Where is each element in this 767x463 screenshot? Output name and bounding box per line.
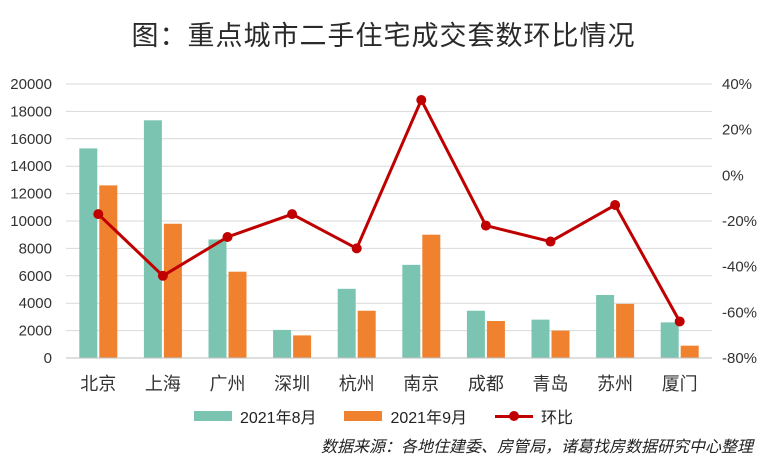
bars <box>79 120 699 359</box>
bar-aug <box>466 310 485 358</box>
left-tick-label: 14000 <box>10 158 52 175</box>
mom-point <box>287 209 298 220</box>
category-label: 成都 <box>468 374 504 395</box>
category-label: 青岛 <box>533 374 569 395</box>
bar-aug <box>531 319 550 358</box>
bar-sep <box>486 321 505 358</box>
category-label: 南京 <box>403 374 439 395</box>
category-label: 广州 <box>210 374 246 395</box>
bar-aug <box>79 148 98 358</box>
chart-title: 图：重点城市二手住宅成交套数环比情况 <box>131 21 636 52</box>
left-tick-label: 18000 <box>10 103 52 120</box>
mom-point <box>416 94 427 105</box>
mom-point <box>157 270 168 281</box>
category-label: 苏州 <box>597 374 633 395</box>
legend-label-mom: 环比 <box>540 410 573 427</box>
bar-sep <box>422 234 441 358</box>
bar-sep <box>293 335 312 358</box>
left-tick-label: 10000 <box>10 213 52 230</box>
bar-aug <box>273 329 292 358</box>
bar-sep <box>357 310 376 358</box>
mom-polyline <box>97 98 682 323</box>
category-label: 上海 <box>145 374 181 395</box>
right-tick-label: -20% <box>722 213 757 230</box>
bar-aug <box>596 294 615 358</box>
mom-point <box>480 220 491 231</box>
mom-point <box>93 209 104 220</box>
legend: 2021年8月 2021年9月 环比 <box>0 404 767 428</box>
legend-label-aug: 2021年8月 <box>239 410 317 427</box>
mom-point <box>222 231 233 242</box>
right-tick-label: 40% <box>722 76 752 93</box>
bar-aug <box>208 239 227 358</box>
legend-item-sep: 2021年9月 <box>344 404 467 428</box>
right-tick-label: -60% <box>722 304 757 321</box>
left-tick-label: 4000 <box>19 295 52 312</box>
left-tick-label: 6000 <box>19 268 52 285</box>
legend-swatch-aug <box>193 411 232 421</box>
bar-aug <box>337 288 356 358</box>
legend-item-aug: 2021年8月 <box>193 404 317 428</box>
left-tick-label: 8000 <box>19 240 52 257</box>
mom-point <box>610 200 621 211</box>
mom-point <box>674 316 685 327</box>
mom-line <box>93 94 685 327</box>
right-tick-label: -80% <box>722 350 757 367</box>
bar-aug <box>402 264 421 358</box>
legend-item-mom: 环比 <box>494 404 573 428</box>
legend-label-sep: 2021年9月 <box>390 410 467 427</box>
legend-swatch-sep <box>344 411 383 421</box>
left-tick-label: 12000 <box>10 186 52 203</box>
bar-sep <box>551 330 570 358</box>
left-tick-label: 2000 <box>19 323 52 340</box>
bar-sep <box>163 223 182 358</box>
bar-aug <box>143 120 162 359</box>
plot-area: 0 2000 4000 6000 8000 10000 12000 14000 16000 180… <box>10 76 757 395</box>
category-label: 深圳 <box>274 374 310 395</box>
bar-sep <box>680 345 699 358</box>
tick-labels: 0 2000 4000 6000 8000 10000 12000 14000 16000 180… <box>10 76 757 395</box>
bar-sep <box>616 303 635 358</box>
left-tick-label: 20000 <box>10 76 52 93</box>
source-note: 数据来源：各地住建委、房管局，诸葛找房数据研究中心整理 <box>320 437 753 456</box>
mom-point <box>351 243 362 254</box>
right-tick-label: 20% <box>722 122 752 139</box>
mom-point <box>545 236 556 247</box>
bar-sep <box>228 271 247 358</box>
bar-aug <box>660 322 679 358</box>
legend-swatch-mom <box>494 411 533 421</box>
category-label: 厦门 <box>662 374 698 395</box>
left-tick-label: 16000 <box>10 131 52 148</box>
left-tick-label: 0 <box>44 350 52 367</box>
category-label: 北京 <box>80 374 116 395</box>
right-tick-label: -40% <box>722 259 757 276</box>
right-tick-label: 0% <box>722 167 744 184</box>
category-label: 杭州 <box>339 374 375 395</box>
